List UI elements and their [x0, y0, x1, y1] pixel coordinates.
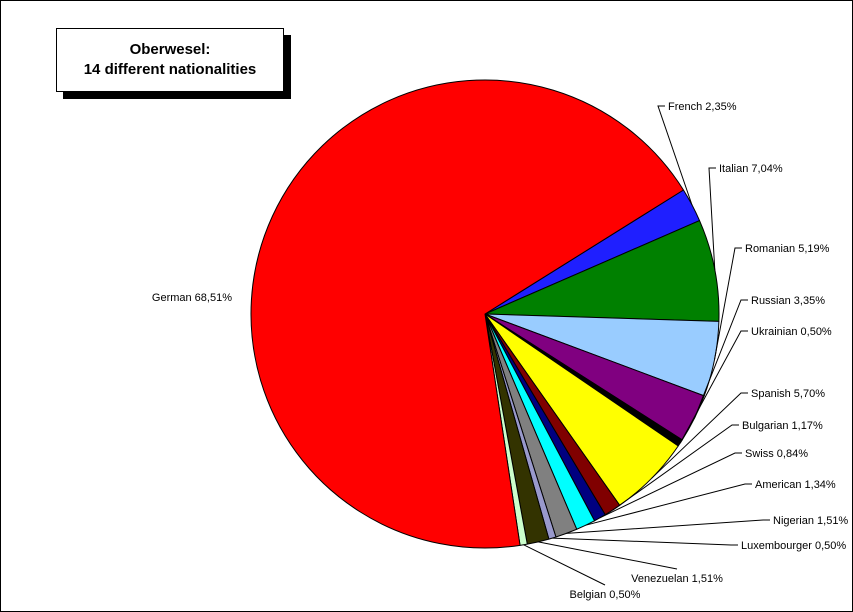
leader-line-italian [708, 167, 716, 270]
chart-subtitle: 14 different nationalities [83, 61, 257, 78]
leader-line-luxembourger [552, 537, 738, 546]
slice-label-swiss: Swiss 0,84% [745, 448, 808, 460]
leader-line-american [585, 483, 752, 526]
chart-title: Oberwesel: [129, 41, 211, 58]
slice-label-luxembourger: Luxembourger 0,50% [741, 540, 846, 552]
leader-line-swiss [599, 452, 742, 519]
leader-line-romanian [714, 247, 742, 360]
leader-line-spanish [651, 392, 748, 479]
leader-line-russian [693, 299, 748, 419]
slice-label-german: German 68,51% [152, 292, 232, 304]
leader-line-belgian [523, 544, 606, 586]
slice-label-romanian: Romanian 5,19% [745, 243, 830, 255]
leader-line-ukrainian [679, 330, 748, 444]
slice-label-belgian: Belgian 0,50% [570, 589, 641, 601]
slice-label-spanish: Spanish 5,70% [751, 388, 825, 400]
slice-label-russian: Russian 3,35% [751, 295, 825, 307]
slice-label-venezuelan: Venezuelan 1,51% [631, 573, 723, 585]
leader-line-nigerian [566, 519, 770, 534]
leader-line-french [657, 105, 693, 206]
slice-label-french: French 2,35% [668, 101, 737, 113]
slice-label-bulgarian: Bulgarian 1,17% [742, 420, 823, 432]
leader-line-venezuelan [538, 541, 678, 570]
slice-label-american: American 1,34% [755, 479, 836, 491]
slice-label-italian: Italian 7,04% [719, 163, 783, 175]
chart-title-box: Oberwesel: 14 different nationalities [56, 28, 284, 92]
leader-line-bulgarian [612, 424, 739, 511]
slice-label-ukrainian: Ukrainian 0,50% [751, 326, 832, 338]
pie-slice-german [250, 79, 684, 549]
slice-label-nigerian: Nigerian 1,51% [773, 515, 848, 527]
